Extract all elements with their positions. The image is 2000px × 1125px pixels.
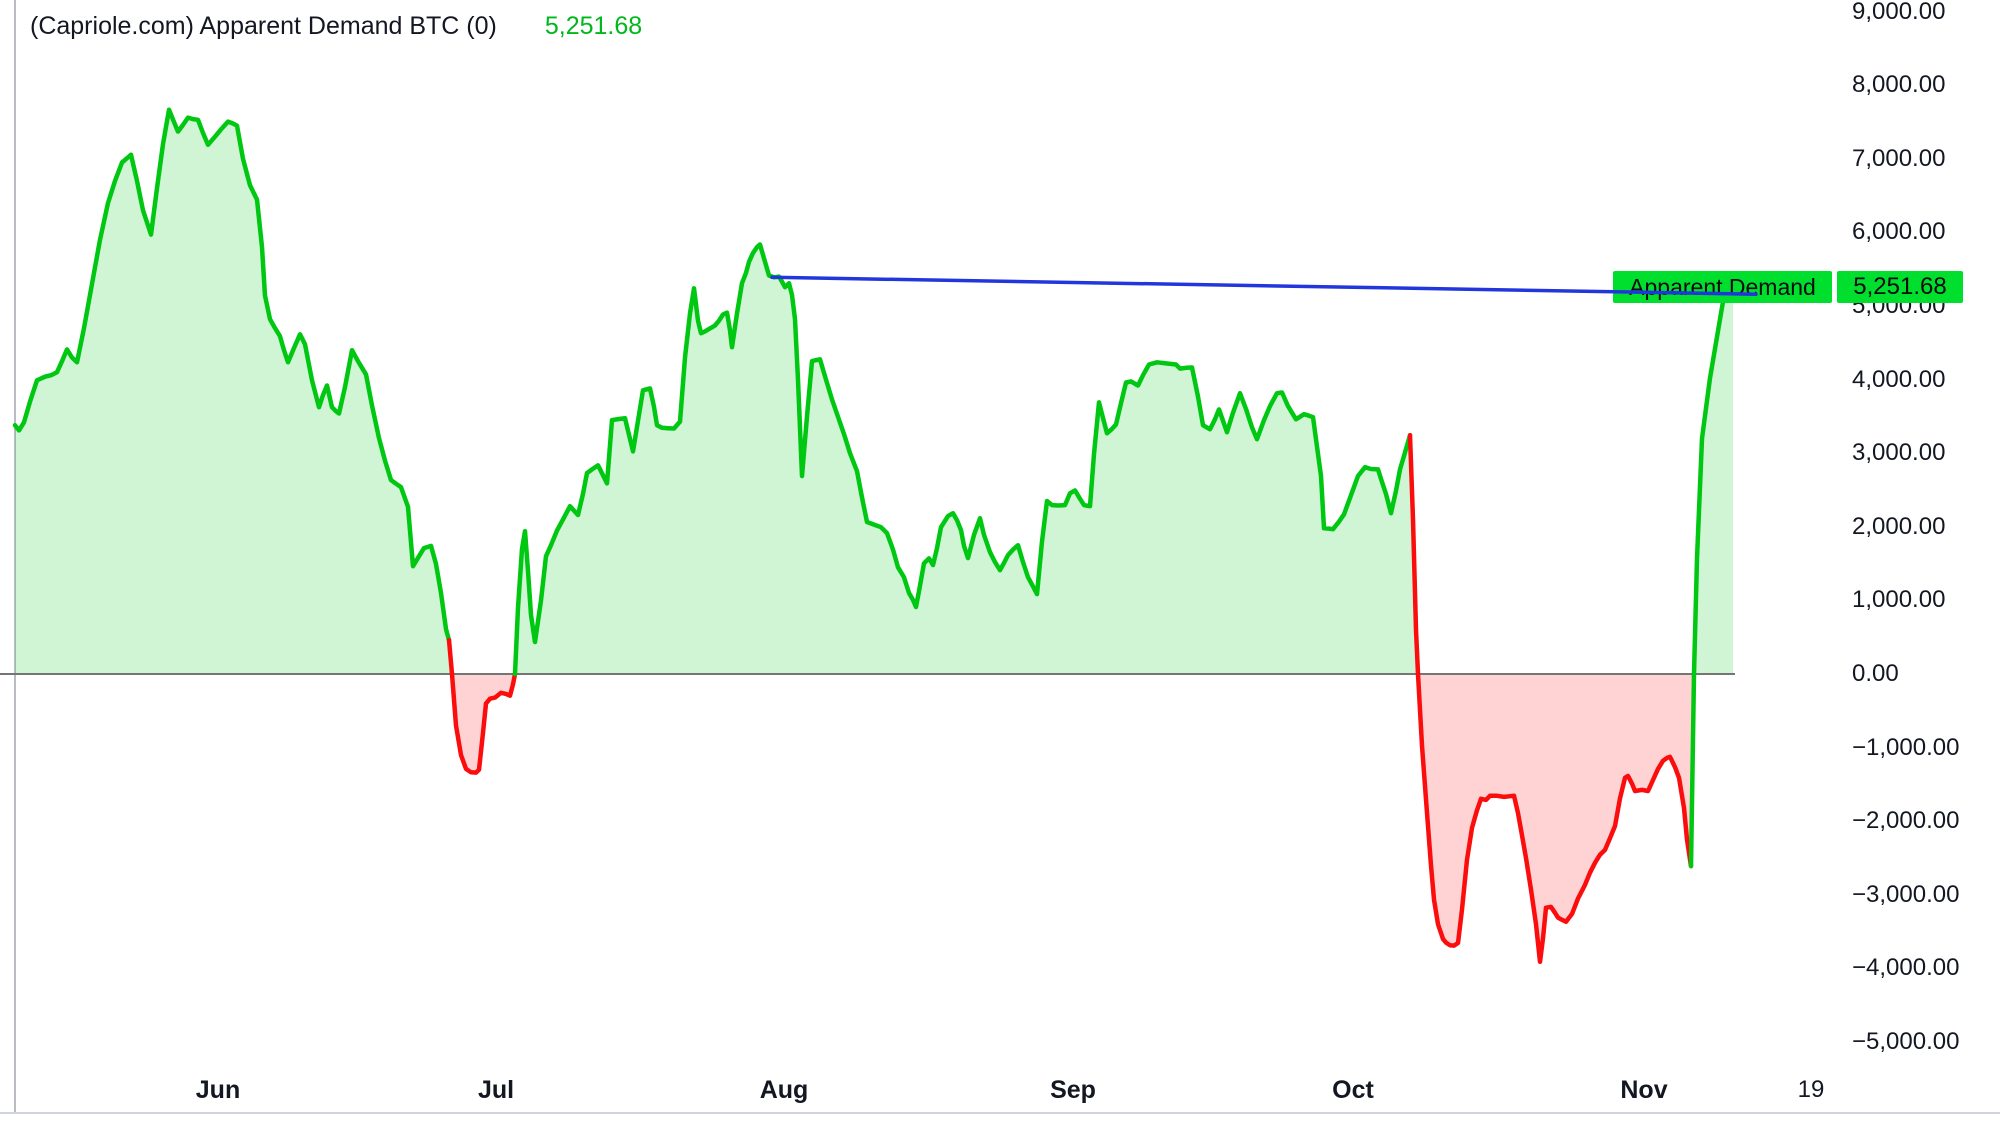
y-axis-tick-2000: 2,000.00 — [1852, 513, 1946, 540]
y-axis-tick-6000: 6,000.00 — [1852, 218, 1946, 245]
axis-value-label: 5,251.68 — [1837, 271, 1963, 303]
series-line-up-2 — [512, 242, 1413, 677]
time-axis-border — [0, 1112, 2000, 1114]
series-line-down-1 — [446, 637, 518, 775]
y-axis-tick--5000: −5,000.00 — [1852, 1028, 1960, 1055]
y-axis-tick-7000: 7,000.00 — [1852, 145, 1946, 172]
y-axis-tick-4000: 4,000.00 — [1852, 366, 1946, 393]
indicator-last-value: 5,251.68 — [544, 12, 643, 40]
apparent-demand-price-label: Apparent Demand — [1613, 271, 1832, 303]
y-axis-tick-9000: 9,000.00 — [1852, 0, 1946, 25]
x-axis-tick-Sep: Sep — [1050, 1076, 1096, 1104]
series-line-up-0 — [12, 107, 452, 643]
x-axis-tick-Aug: Aug — [759, 1076, 809, 1104]
area-fill-positive — [15, 109, 1733, 674]
y-axis-tick-8000: 8,000.00 — [1852, 71, 1946, 98]
x-axis-tick-Nov: Nov — [1620, 1076, 1668, 1104]
area-fill-negative — [15, 674, 1733, 962]
apparent-demand-price-label-text: Apparent Demand — [1629, 273, 1816, 300]
y-axis-tick--1000: −1,000.00 — [1852, 734, 1960, 761]
y-axis-tick-0: 0.00 — [1852, 660, 1899, 687]
axis-value-label-text: 5,251.68 — [1853, 273, 1947, 300]
indicator-title[interactable]: (Capriole.com) Apparent Demand BTC (0) — [30, 12, 497, 40]
x-axis-tick-Jun: Jun — [195, 1076, 241, 1104]
y-axis-tick-3000: 3,000.00 — [1852, 439, 1946, 466]
y-axis-tick--4000: −4,000.00 — [1852, 954, 1960, 981]
y-axis-tick--2000: −2,000.00 — [1852, 807, 1960, 834]
series-line-up-4 — [1688, 285, 1736, 869]
x-axis-tick-19: 19 — [1797, 1076, 1825, 1103]
chart-header[interactable]: (Capriole.com) Apparent Demand BTC (0) 5… — [30, 12, 642, 41]
series-line-down-3 — [1407, 432, 1694, 965]
y-axis-tick-1000: 1,000.00 — [1852, 586, 1946, 613]
x-axis-tick-Jul: Jul — [477, 1076, 515, 1104]
x-axis-tick-Oct: Oct — [1332, 1076, 1374, 1104]
y-axis-tick--3000: −3,000.00 — [1852, 881, 1960, 908]
